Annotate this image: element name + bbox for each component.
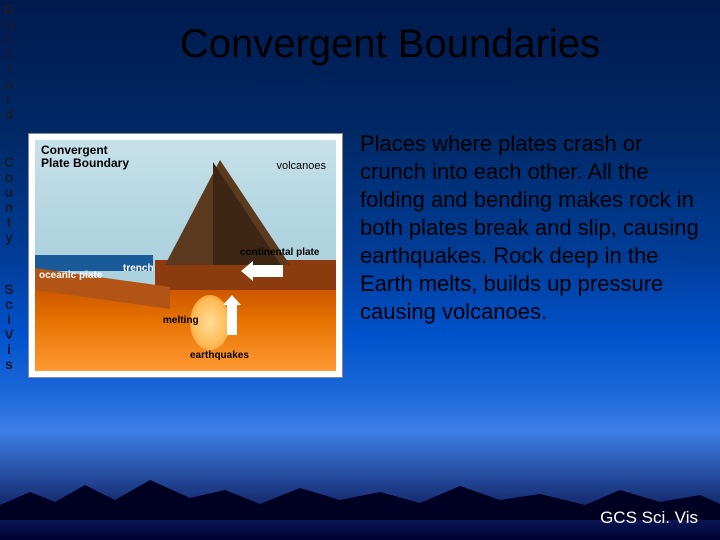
sidebar-word-county: County [2,155,16,245]
sidebar-word-guilford: Guilford [2,2,16,122]
arrow-left-icon [253,265,283,277]
diagram-canvas: Convergent Plate Boundary volcanoes ocea… [35,140,336,371]
label-melting: melting [163,315,199,326]
mantle-layer [35,288,336,371]
diagram-title-line2: Plate Boundary [41,156,129,170]
sidebar-word-scivis: SciVis [2,282,16,372]
slide-footer: GCS Sci. Vis [600,508,698,528]
label-oceanic-plate: oceanic plate [39,270,102,281]
slide-title: Convergent Boundaries [90,22,690,67]
label-continental-plate: continental plate [240,247,319,258]
label-volcanoes: volcanoes [276,160,326,172]
arrow-up-icon [227,305,237,335]
diagram-title: Convergent Plate Boundary [41,144,129,170]
slide-body: Places where plates crash or crunch into… [360,130,705,326]
diagram-frame: Convergent Plate Boundary volcanoes ocea… [28,133,343,378]
label-trench: trench [123,263,154,274]
label-earthquakes: earthquakes [190,350,249,361]
diagram-title-line1: Convergent [41,143,108,157]
